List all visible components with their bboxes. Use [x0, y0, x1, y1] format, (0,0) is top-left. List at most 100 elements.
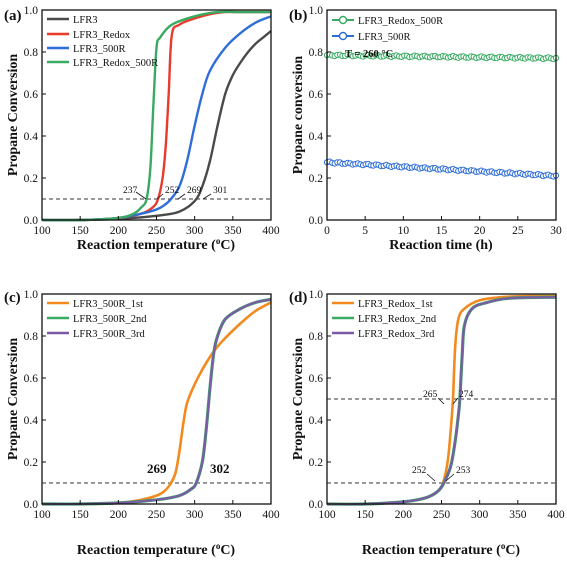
- y-tick-label: 0.2: [24, 457, 39, 469]
- annotation-d-274: 274: [459, 390, 474, 400]
- y-tick-label: 0.2: [309, 457, 324, 469]
- x-tick-label: 100: [318, 509, 336, 521]
- x-tick-label: 150: [72, 509, 90, 521]
- panel-c-label: (c): [4, 290, 21, 306]
- x-tick-label: 300: [186, 225, 204, 237]
- legend-label-500r-1st: LFR3_500R_1st: [73, 299, 143, 310]
- arrow-269: [177, 193, 186, 200]
- y-tick-label: 0.8: [309, 331, 324, 343]
- series-line-lfr3: [41, 30, 272, 222]
- annotation-c-302: 302: [210, 461, 230, 476]
- legend-label-redox-1st: LFR3_Redox_1st: [358, 299, 433, 310]
- x-tick-label: 250: [148, 225, 166, 237]
- y-tick-label: 1.0: [24, 5, 39, 17]
- legend-label-lfr3-500r: LFR3_500R: [73, 44, 126, 55]
- legend-label-lfr3-500r-b: LFR3_500R: [358, 32, 411, 43]
- series-line-lfr3-redox-1st: [326, 294, 557, 506]
- x-tick-label: 25: [512, 225, 524, 237]
- y-tick-label: 0.8: [309, 47, 324, 59]
- x-tick-label: 5: [362, 225, 368, 237]
- y-tick-label: 0.6: [309, 373, 324, 385]
- x-tick-label: 400: [262, 225, 280, 237]
- legend-label-redox-3rd: LFR3_Redox_3rd: [358, 329, 435, 340]
- arrow-252: [156, 193, 164, 200]
- x-tick-label: 250: [433, 509, 451, 521]
- panel-d-ticks: 100 150 200 250 300 350 400 0.0 0.2 0.4 0.6 0.8 1.0: [309, 289, 565, 521]
- annotation-269: 269: [187, 186, 202, 196]
- panel-a: 100 150 200 250 300 350 4000.00.20.40.60.81.0 …: [4, 5, 280, 253]
- x-tick-label: 30: [550, 225, 562, 237]
- arrow-252-d: [426, 473, 436, 482]
- annotation-d-252: 252: [412, 466, 427, 476]
- y-tick-label: 1.0: [24, 289, 39, 301]
- panel-a-x-axis-title: Reaction temperature (oC): [77, 236, 236, 253]
- x-tick-label: 200: [395, 509, 413, 521]
- legend-label-500r-3rd: LFR3_500R_3rd: [73, 329, 146, 340]
- x-tick-label: 250: [148, 509, 166, 521]
- x-tick-label: 100: [33, 225, 51, 237]
- panel-b-x-axis-title: Reaction time (h): [389, 238, 493, 253]
- y-tick-label: 0.6: [24, 373, 39, 385]
- y-tick-label: 0.2: [24, 173, 39, 185]
- x-tick-label: 15: [436, 225, 448, 237]
- panel-b-legend: LFR3_Redox_500R LFR3_500R T = 260 °C: [332, 15, 443, 60]
- y-tick-label: 1.0: [309, 289, 324, 301]
- panel-d-x-axis-title: Reaction temperature (oC): [362, 541, 521, 558]
- panel-a-ticks: 100 150 200 250 300 350 400 0.0 0.2 0.4 0.6 0.8 1.0: [24, 5, 280, 237]
- arrow-301: [202, 193, 212, 200]
- series-line-lfr3-redox-3rd: [326, 296, 557, 506]
- series-line-lfr3-500r-3rd: [41, 298, 272, 506]
- x-tick-label: 100: [33, 509, 51, 521]
- panel-c: 100 150 200 250 300 350 4000.00.20.40.60.81.0 …: [4, 289, 280, 558]
- arrow-253: [445, 473, 455, 482]
- x-tick-label: 400: [262, 509, 280, 521]
- annotation-252: 252: [165, 186, 180, 196]
- panel-c-ticks: 100 150 200 250 300 350 400 0.0 0.2 0.4 0.6 0.8 1.0: [24, 289, 280, 521]
- x-tick-label: 200: [110, 225, 128, 237]
- x-tick-label: 400: [547, 509, 565, 521]
- arrow-265: [437, 397, 445, 405]
- x-tick-label: 350: [224, 509, 242, 521]
- y-tick-label: 0.0: [309, 215, 324, 227]
- y-tick-label: 0.4: [24, 415, 39, 427]
- x-tick-label: 150: [357, 509, 375, 521]
- y-tick-label: 0.6: [24, 89, 39, 101]
- panel-c-x-axis-title: Reaction temperature (oC): [77, 541, 236, 558]
- panel-b-plot-lines: [323, 51, 560, 180]
- y-tick-label: 0.4: [24, 131, 39, 143]
- legend-label-redox-2nd: LFR3_Redox_2nd: [358, 314, 437, 325]
- legend-label-lfr3-redox: LFR3_Redox: [73, 30, 131, 41]
- x-tick-label: 10: [398, 225, 410, 237]
- legend-label-500r-2nd: LFR3_500R_2nd: [73, 314, 147, 325]
- panel-d-annotations: 265 274 252 253: [412, 390, 474, 482]
- x-tick-label: 300: [186, 509, 204, 521]
- y-tick-label: 1.0: [309, 5, 324, 17]
- legend-label-lfr3: LFR3: [73, 15, 98, 26]
- x-tick-label: 20: [474, 225, 486, 237]
- annotation-c-269: 269: [147, 461, 167, 476]
- panel-b-label: (b): [289, 8, 307, 24]
- series-line-lfr3-redox-500r: [41, 10, 271, 222]
- y-tick-label: 0.0: [24, 499, 39, 511]
- annotation-301: 301: [213, 186, 228, 196]
- arrow-237: [135, 191, 147, 200]
- panel-a-annotations: 237 252 269 301: [123, 186, 228, 200]
- legend-marker-lfr3-500r-b: [338, 31, 348, 41]
- y-tick-label: 0.2: [309, 173, 324, 185]
- panel-d: 100 150 200 250 300 350 4000.00.20.40.60.81.0 …: [289, 289, 565, 558]
- y-tick-label: 0.4: [309, 415, 324, 427]
- y-tick-label: 0.4: [309, 131, 324, 143]
- annotation-d-253: 253: [456, 466, 471, 476]
- panel-b: 0 5 10 15 20 25 30 0.0 0.2 0.4 0.6 0.8 1.0 (b) React…: [289, 5, 562, 253]
- y-tick-label: 0.0: [309, 499, 324, 511]
- panel-b-y-axis-title: Propane conversion: [291, 56, 306, 175]
- x-tick-label: 350: [224, 225, 242, 237]
- annotation-237: 237: [123, 186, 138, 196]
- x-tick-label: 150: [72, 225, 90, 237]
- panel-b-ticks: 0 5 10 15 20 25 30 0.0 0.2 0.4 0.6 0.8 1.0: [309, 5, 562, 237]
- panel-a-label: (a): [4, 8, 22, 24]
- panel-c-y-axis-title: Propane Conversion: [6, 338, 21, 460]
- panel-a-y-axis-title: Propane Conversion: [6, 54, 21, 176]
- x-tick-label: 300: [471, 509, 489, 521]
